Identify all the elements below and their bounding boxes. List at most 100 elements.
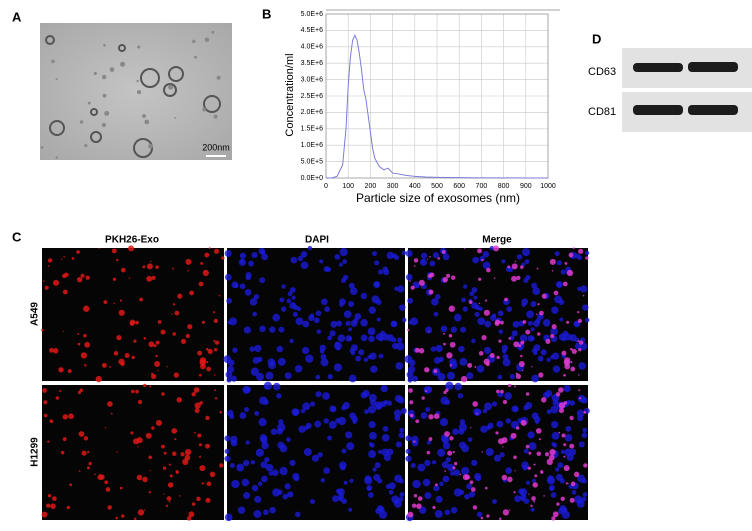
nucleus [405, 435, 412, 442]
nucleus [319, 348, 325, 354]
exosome-signal [157, 320, 162, 324]
exosome-signal [514, 260, 517, 263]
exosome-signal [199, 465, 206, 472]
nucleus [320, 358, 329, 367]
exosome-signal [205, 443, 210, 449]
nucleus [454, 382, 463, 391]
exosome-signal [206, 481, 212, 487]
nucleus [260, 461, 268, 469]
exosome-signal [49, 347, 54, 353]
nucleus [265, 371, 274, 380]
nucleus [368, 420, 376, 429]
exosome-signal [136, 437, 143, 444]
nucleus [530, 507, 535, 512]
nucleus [328, 420, 337, 429]
nucleus [432, 252, 439, 259]
nucleus [368, 306, 376, 314]
nucleus [226, 377, 232, 383]
nucleus [269, 506, 276, 514]
exosome-signal [416, 503, 422, 509]
nucleus [435, 495, 443, 503]
nucleus [408, 359, 416, 367]
nucleus [405, 448, 411, 454]
exosome-signal [566, 269, 574, 277]
exosome-signal [500, 389, 504, 394]
nucleus [227, 365, 235, 373]
nucleus [276, 393, 282, 399]
nucleus [277, 357, 286, 366]
exosome-signal [184, 449, 192, 456]
y-tick-label: 5.0E+5 [301, 158, 323, 165]
exosome-signal [499, 320, 504, 325]
particle [213, 114, 218, 119]
exosome-signal [428, 414, 434, 420]
nucleus [343, 480, 348, 485]
exosome-signal [154, 361, 161, 367]
nucleus [279, 444, 288, 453]
exosome-signal [189, 290, 194, 296]
nucleus [485, 447, 494, 457]
exosome-signal [544, 452, 550, 457]
nucleus [341, 498, 347, 504]
plot-frame [325, 13, 549, 179]
column-header: Merge [482, 235, 512, 246]
exosome-signal [537, 332, 541, 336]
nucleus [396, 342, 405, 351]
exosome-signal [187, 324, 193, 330]
exosome-signal [577, 340, 580, 343]
exosome-signal [507, 476, 513, 483]
nucleus [560, 269, 566, 275]
nucleus [360, 334, 368, 342]
exosome-signal [202, 269, 209, 277]
exosome-signal [133, 517, 137, 521]
exosome-signal [172, 303, 176, 306]
nucleus [577, 415, 584, 422]
exosome-signal [443, 390, 447, 395]
nucleus [397, 396, 405, 404]
exosome-signal [467, 362, 473, 368]
nucleus [281, 284, 286, 289]
exosome-signal [564, 262, 568, 265]
exosome-signal [540, 470, 544, 474]
nucleus [239, 412, 247, 419]
exosome-signal [448, 334, 453, 338]
nucleus [313, 317, 320, 324]
nucleus [368, 335, 375, 343]
nucleus [505, 467, 513, 474]
particle [192, 39, 196, 44]
exosome-signal [131, 389, 135, 394]
exosome-signal [496, 355, 500, 360]
exosome-signal [208, 247, 211, 250]
exosome-signal [191, 392, 196, 397]
nucleus [360, 319, 368, 327]
nucleus [412, 281, 420, 289]
band [688, 62, 738, 72]
x-tick-label: 400 [409, 183, 421, 190]
nucleus [552, 365, 561, 373]
nucleus [440, 396, 449, 405]
exosome-signal [79, 388, 84, 393]
exosome-signal [460, 375, 468, 383]
nucleus [546, 357, 551, 362]
exosome-signal [555, 392, 561, 397]
nucleus [391, 337, 397, 343]
nucleus [368, 442, 373, 447]
exosome-signal [171, 313, 173, 315]
particle [51, 59, 55, 64]
nucleus [302, 402, 311, 411]
exosome-signal [43, 400, 48, 405]
nucleus [373, 473, 381, 481]
nucleus [405, 250, 413, 258]
nucleus [554, 251, 560, 257]
nucleus [289, 287, 296, 293]
nucleus [337, 334, 346, 343]
exosome-signal [417, 496, 423, 501]
exosome-signal [474, 366, 477, 368]
nucleus [368, 450, 377, 458]
nucleus [224, 448, 230, 454]
exosome-signal [570, 361, 573, 364]
exosome-signal [558, 387, 564, 393]
exosome-signal [87, 450, 90, 454]
exosome-signal [112, 277, 117, 281]
nucleus [284, 483, 291, 490]
